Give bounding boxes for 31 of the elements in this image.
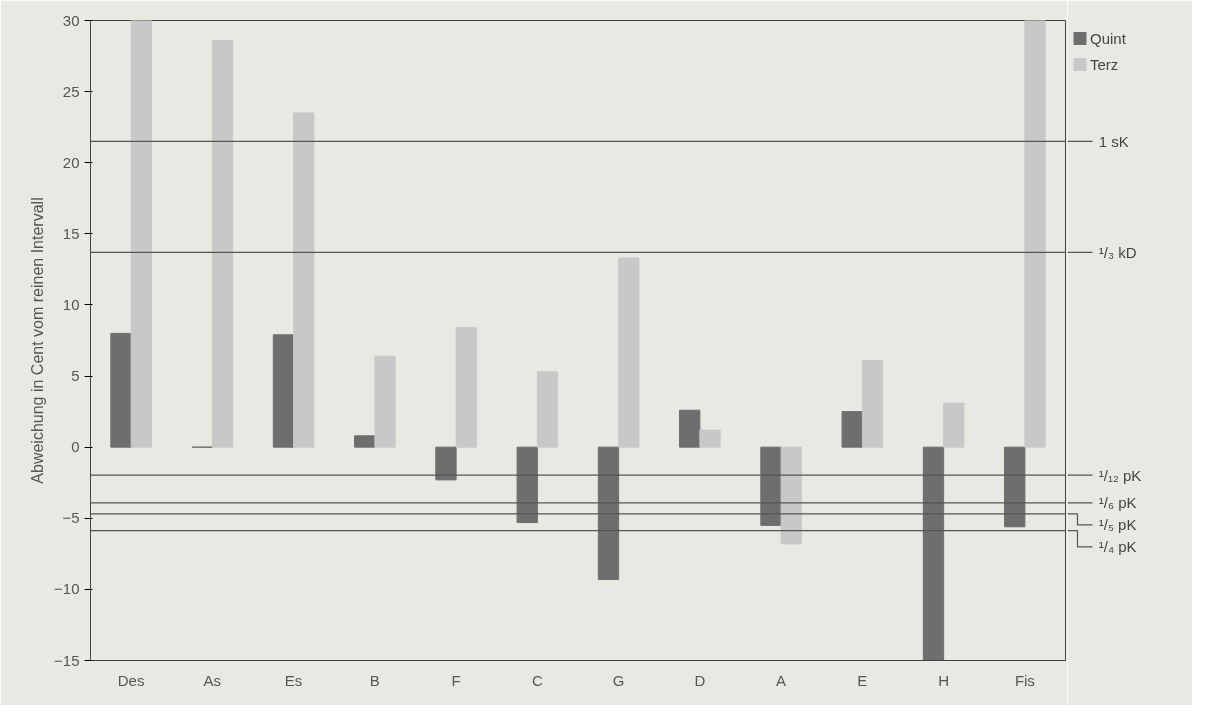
x-tick-label: C [531,671,543,689]
ref-line-label: ¹/₅ pK [1098,516,1137,534]
y-tick-label: −5 [62,509,80,527]
legend-label: Quint [1090,30,1127,47]
legend-label: ¹/₄ pK [1098,538,1137,556]
y-tick-label: 20 [62,153,80,171]
y-tick-label: 0 [71,438,80,456]
x-tick-label: Fis [1014,671,1035,689]
y-tick-label: −10 [54,580,80,598]
ref-line-label: 1 sK [1098,132,1129,150]
y-tick-label: 5 [71,367,80,385]
ref-line-label: ¹/₃ kD [1098,243,1137,261]
x-tick-label: D [694,671,706,689]
y-axis-title: Abweichung in Cent vom reinen Intervall [29,197,47,484]
y-tick-label: 25 [62,82,80,100]
y-tick-label: 30 [62,11,80,29]
x-tick-label: As [203,671,222,689]
legend-label: Terz [1090,56,1119,73]
x-tick-label: A [776,671,787,689]
x-tick-label: E [857,671,868,689]
x-tick-label: B [369,671,380,689]
y-tick-label: −15 [54,651,80,669]
x-tick-label: Es [284,671,303,689]
x-tick-label: G [612,671,625,689]
y-tick-label: 10 [62,295,80,313]
x-tick-label: F [451,671,461,689]
x-tick-label: Des [117,671,145,689]
ref-line-label: ¹/₆ pK [1098,494,1137,512]
x-tick-label: H [938,671,950,689]
y-tick-label: 15 [62,224,80,242]
ref-line-label: ¹/₁₂ pK [1098,466,1142,484]
